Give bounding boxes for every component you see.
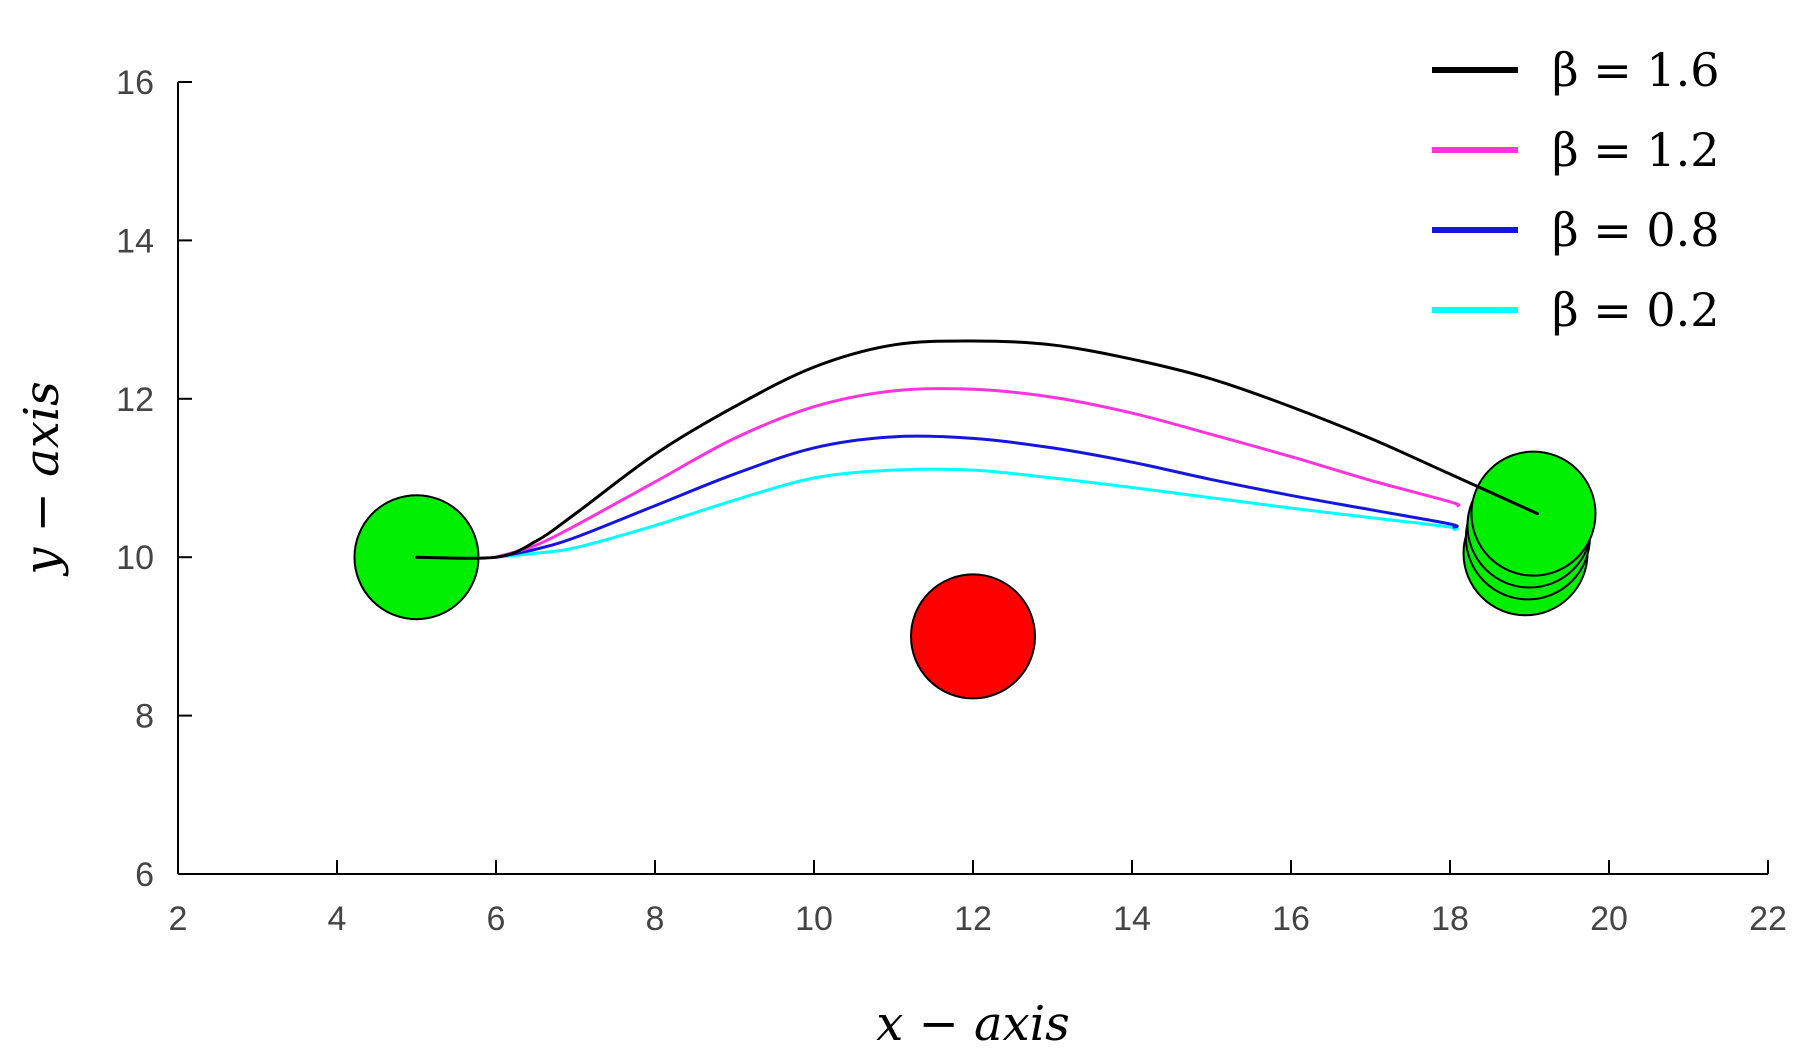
goal-circle-5 (1470, 450, 1597, 577)
x-tick-label: 14 (1113, 900, 1151, 938)
legend-label-3: β = 0.2 (1552, 283, 1720, 337)
obstacle-circle-1 (909, 573, 1037, 700)
series-line-2 (494, 434, 1459, 559)
x-tick-label: 10 (795, 900, 833, 938)
series-lines (415, 339, 1539, 560)
x-tick-label: 6 (487, 900, 506, 938)
series-line-1 (494, 387, 1461, 559)
legend-label-1: β = 1.2 (1552, 123, 1720, 177)
y-tick-label: 8 (135, 698, 154, 736)
series-line-3 (494, 467, 1459, 559)
x-tick-label: 4 (328, 900, 347, 938)
legend-label-0: β = 1.6 (1552, 43, 1720, 97)
y-tick-label: 10 (116, 539, 154, 577)
y-tick-label: 16 (116, 64, 154, 102)
x-tick-label: 20 (1590, 900, 1628, 938)
legend-label-2: β = 0.8 (1552, 203, 1720, 257)
x-tick-label: 8 (646, 900, 665, 938)
legend: β = 1.6 β = 1.2 β = 0.8 β = 0.2 (1432, 43, 1720, 337)
y-tick-label: 6 (135, 856, 154, 894)
x-tick-label: 16 (1272, 900, 1310, 938)
x-tick-label: 22 (1749, 900, 1787, 938)
circle-markers (353, 450, 1597, 700)
x-tick-label: 2 (169, 900, 188, 938)
x-tick-label: 12 (954, 900, 992, 938)
y-tick-label: 14 (116, 222, 154, 260)
y-tick-label: 12 (116, 381, 154, 419)
x-tick-label: 18 (1431, 900, 1469, 938)
y-ticks: 6 8 10 12 14 16 (116, 64, 192, 894)
series-line-0 (415, 339, 1539, 560)
x-axis-title: x − axis (876, 996, 1069, 1052)
x-ticks: 2 4 6 8 10 12 14 16 18 20 22 (169, 860, 1787, 938)
y-axis-title: y − axis (14, 381, 70, 577)
